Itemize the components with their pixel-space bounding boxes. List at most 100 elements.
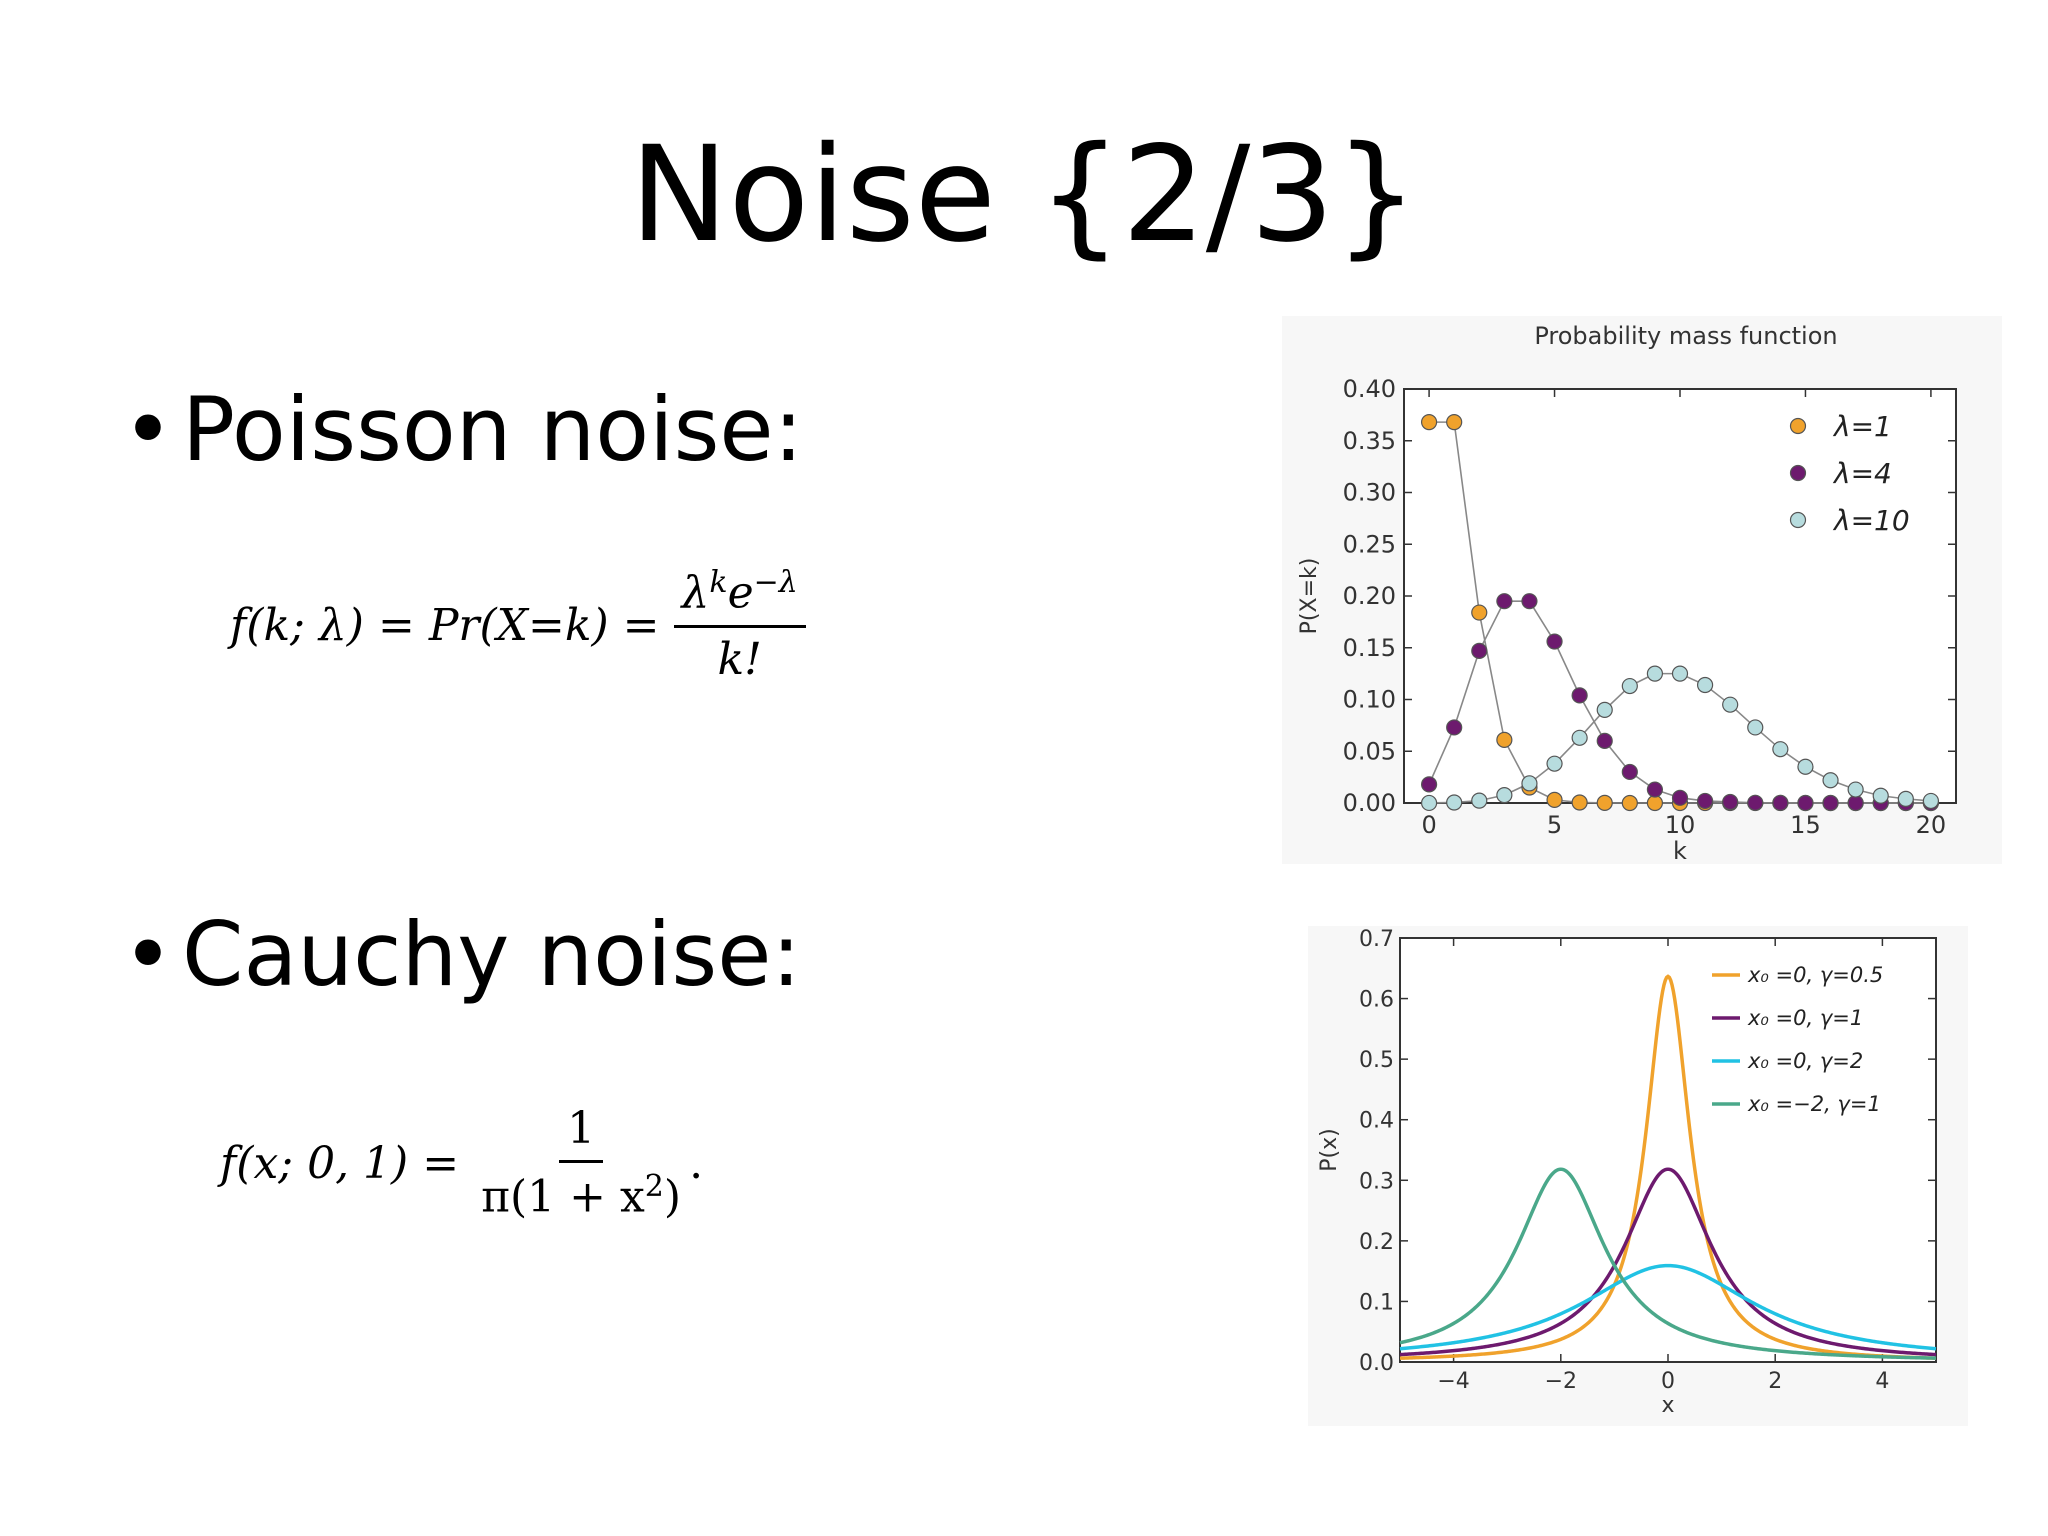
data-point (1797, 758, 1814, 775)
series-line (1399, 1167, 1937, 1357)
data-point (1772, 794, 1789, 811)
legend-label: x₀ =−2, γ=1 (1747, 1092, 1881, 1116)
x-tick-label: 15 (1790, 811, 1821, 839)
data-point (1420, 794, 1438, 812)
data-point (1646, 665, 1664, 682)
data-point (1847, 781, 1864, 798)
y-tick-label: 0.10 (1343, 686, 1396, 714)
y-tick-label: 0.15 (1343, 634, 1396, 662)
x-tick-label: −4 (1437, 1369, 1469, 1394)
x-tick-label: 0 (1661, 1369, 1675, 1394)
x-tick-label: 5 (1547, 811, 1562, 839)
data-point (1872, 787, 1889, 804)
formula-fraction: 1 π(1 + x2) (473, 1103, 689, 1223)
data-point (1471, 792, 1488, 809)
formula-lhs: f(k; λ) = Pr(X=k) = (230, 599, 660, 651)
data-point (1671, 789, 1689, 806)
legend-label: λ=10 (1832, 504, 1910, 537)
data-point (1546, 633, 1563, 650)
formula-denominator: k! (717, 633, 762, 685)
y-tick-label: 0.6 (1359, 988, 1394, 1013)
formula-denominator: π(1 + x2) (481, 1169, 682, 1223)
data-point (1521, 775, 1538, 792)
data-point (1922, 792, 1940, 810)
series-line (1399, 1263, 1937, 1351)
legend-marker (1789, 417, 1807, 435)
data-point (1546, 791, 1563, 808)
formula-trailing-dot: . (689, 1137, 704, 1189)
x-axis-label: k (1673, 837, 1687, 864)
data-point (1621, 677, 1638, 695)
series-line (1399, 974, 1937, 1360)
data-point (1521, 593, 1538, 610)
y-tick-label: 0.35 (1343, 427, 1396, 455)
data-point (1621, 763, 1638, 781)
chart-title: Probability mass function (1534, 322, 1837, 350)
y-tick-label: 0.4 (1359, 1109, 1394, 1134)
data-point (1897, 790, 1914, 807)
data-point (1822, 772, 1839, 789)
data-point (1571, 729, 1588, 746)
data-point (1747, 719, 1764, 736)
data-point (1696, 676, 1714, 694)
formula-numerator: λke−λ (673, 565, 806, 628)
plot-area (1399, 937, 1937, 1363)
data-point (1546, 755, 1563, 772)
data-point (1446, 414, 1463, 431)
bullet-poisson: •Poisson noise: (122, 380, 803, 480)
y-tick-label: 0.7 (1359, 927, 1394, 952)
data-point (1471, 604, 1488, 621)
poisson-formula: f(k; λ) = Pr(X=k) = λke−λ k! (230, 565, 806, 685)
data-point (1722, 793, 1739, 811)
data-point (1797, 794, 1814, 812)
data-point (1496, 731, 1513, 748)
bullet-dot: • (122, 903, 174, 1006)
data-point (1496, 593, 1513, 610)
data-point (1671, 665, 1689, 682)
bullet-cauchy: •Cauchy noise: (122, 905, 801, 1005)
x-tick-label: 10 (1665, 811, 1696, 839)
y-tick-label: 0.25 (1343, 530, 1396, 558)
legend-marker (1789, 511, 1807, 529)
data-point (1596, 794, 1613, 811)
y-tick-label: 0.2 (1359, 1230, 1394, 1255)
formula-fraction: λke−λ k! (673, 565, 806, 685)
bullet-text: Cauchy noise: (182, 903, 802, 1006)
y-tick-label: 0.20 (1343, 582, 1396, 610)
data-point (1596, 701, 1613, 718)
data-point (1571, 687, 1588, 704)
x-tick-label: −2 (1545, 1369, 1577, 1394)
data-point (1446, 794, 1463, 811)
bullet-text: Poisson noise: (182, 378, 804, 481)
data-point (1772, 741, 1789, 758)
poisson-pmf-chart: Probability mass function 0.00 0.05 0.10 0.1… (1282, 316, 2002, 864)
data-point (1847, 794, 1864, 812)
x-tick-label: 2 (1768, 1369, 1782, 1394)
legend-label: x₀ =0, γ=1 (1747, 1006, 1863, 1030)
formula-numerator: 1 (559, 1103, 604, 1164)
legend-label: λ=4 (1832, 457, 1892, 490)
legend-marker (1789, 464, 1807, 482)
x-tick-label: 20 (1916, 811, 1947, 839)
x-tick-label: 4 (1875, 1369, 1889, 1394)
data-point (1646, 781, 1664, 798)
cauchy-formula: f(x; 0, 1) = 1 π(1 + x2) . (220, 1098, 703, 1228)
x-tick-label: 0 (1421, 811, 1436, 839)
x-axis-label: x (1661, 1393, 1674, 1418)
data-point (1747, 794, 1764, 811)
data-point (1596, 732, 1613, 749)
formula-lhs: f(x; 0, 1) = (220, 1137, 460, 1189)
y-tick-label: 0.30 (1343, 479, 1396, 507)
y-tick-label: 0.5 (1359, 1048, 1394, 1073)
y-tick-label: 0.0 (1359, 1351, 1394, 1376)
data-point (1722, 696, 1739, 713)
cauchy-pdf-chart: 0.0 0.1 0.2 0.3 0.4 0.5 0.6 0.7 −4 −2 0 2 4 x P(x) x₀ =… (1308, 926, 1968, 1426)
data-point (1420, 776, 1438, 793)
bullet-dot: • (122, 378, 174, 481)
legend-label: x₀ =0, γ=0.5 (1747, 963, 1883, 987)
y-axis-label: P(x) (1317, 1128, 1342, 1171)
data-point (1621, 794, 1638, 812)
y-tick-label: 0.40 (1343, 375, 1396, 403)
data-point (1646, 794, 1664, 812)
data-point (1696, 792, 1714, 810)
